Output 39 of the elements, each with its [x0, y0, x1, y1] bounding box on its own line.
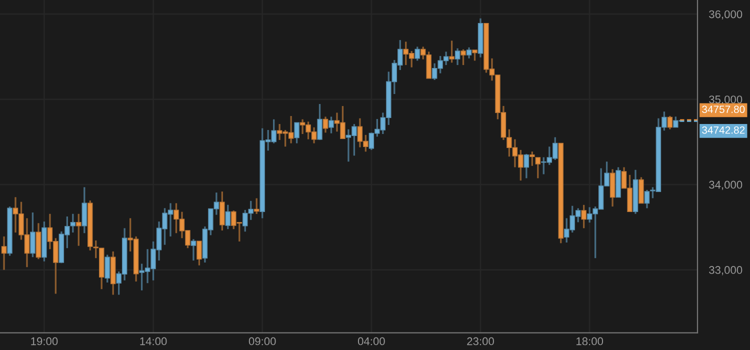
- candlestick: [472, 49, 478, 62]
- candlestick: [460, 48, 466, 66]
- y-tick-label: 36,000: [709, 10, 742, 20]
- ref-line-label: 34757.80: [702, 106, 745, 114]
- candlestick: [30, 212, 36, 258]
- x-tick-label: 23:00: [467, 337, 494, 346]
- y-tick-label: 34,000: [709, 180, 742, 190]
- candlestick: [530, 150, 535, 167]
- x-tick-label: 04:00: [358, 337, 385, 346]
- candlestick: [524, 153, 530, 180]
- candlestick: [638, 176, 644, 204]
- candlestick: [667, 115, 673, 130]
- candlestick: [220, 190, 225, 232]
- candlestick: [414, 46, 420, 62]
- candlestick: [328, 116, 334, 134]
- candlestick: [322, 116, 328, 134]
- candlestick: [454, 47, 460, 66]
- candlestick: [76, 213, 82, 247]
- y-tick-label: 33,000: [709, 266, 742, 276]
- candlestick: [294, 122, 300, 144]
- y-tick-label: 35,000: [709, 96, 742, 105]
- candlestick: [317, 103, 322, 141]
- x-tick-label: 18:00: [576, 337, 604, 346]
- candlestick: [254, 197, 260, 215]
- x-tick-label: 19:00: [31, 337, 58, 346]
- candlestick: [196, 240, 202, 266]
- candlestick: [190, 238, 196, 262]
- x-tick-label: 14:00: [140, 337, 167, 346]
- candlestick: [1, 236, 7, 271]
- candlestick: [225, 204, 231, 230]
- x-tick-label: 09:00: [248, 337, 276, 346]
- candlestick: [581, 204, 586, 230]
- candlestick: [104, 254, 110, 284]
- candlestick: [535, 156, 541, 180]
- ref-line-label: 34742.82: [702, 126, 745, 134]
- candlestick: [449, 40, 454, 64]
- candlestick: [82, 186, 87, 234]
- candlestick: [70, 213, 76, 234]
- candlestick: [466, 46, 472, 60]
